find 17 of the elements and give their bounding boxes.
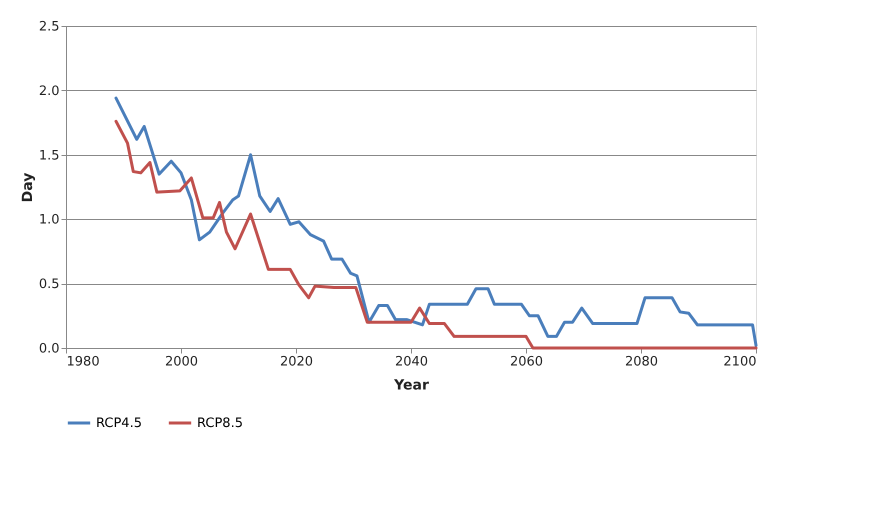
- x-tick-label: 2100: [723, 354, 756, 370]
- x-axis-title: Year: [393, 378, 429, 394]
- x-tick-label: 1980: [66, 354, 100, 370]
- y-axis-title: Day: [20, 172, 36, 202]
- y-tick-label: 1.5: [38, 148, 60, 164]
- y-tick-label: 0.5: [38, 277, 60, 292]
- y-tick-label: 2.0: [38, 84, 60, 99]
- x-tick-label: 2000: [164, 354, 198, 370]
- y-tick-label: 2.5: [38, 20, 60, 34]
- y-tick-label: 1.0: [38, 212, 60, 228]
- legend-label: RCP4.5: [96, 416, 142, 431]
- x-tick-label: 2060: [510, 354, 544, 370]
- legend-label: RCP8.5: [197, 416, 243, 431]
- x-tick-label: 2080: [624, 354, 658, 370]
- x-tick-label: 2020: [280, 354, 314, 370]
- y-tick-label: 0.0: [38, 342, 60, 356]
- x-tick-label: 2040: [394, 354, 428, 370]
